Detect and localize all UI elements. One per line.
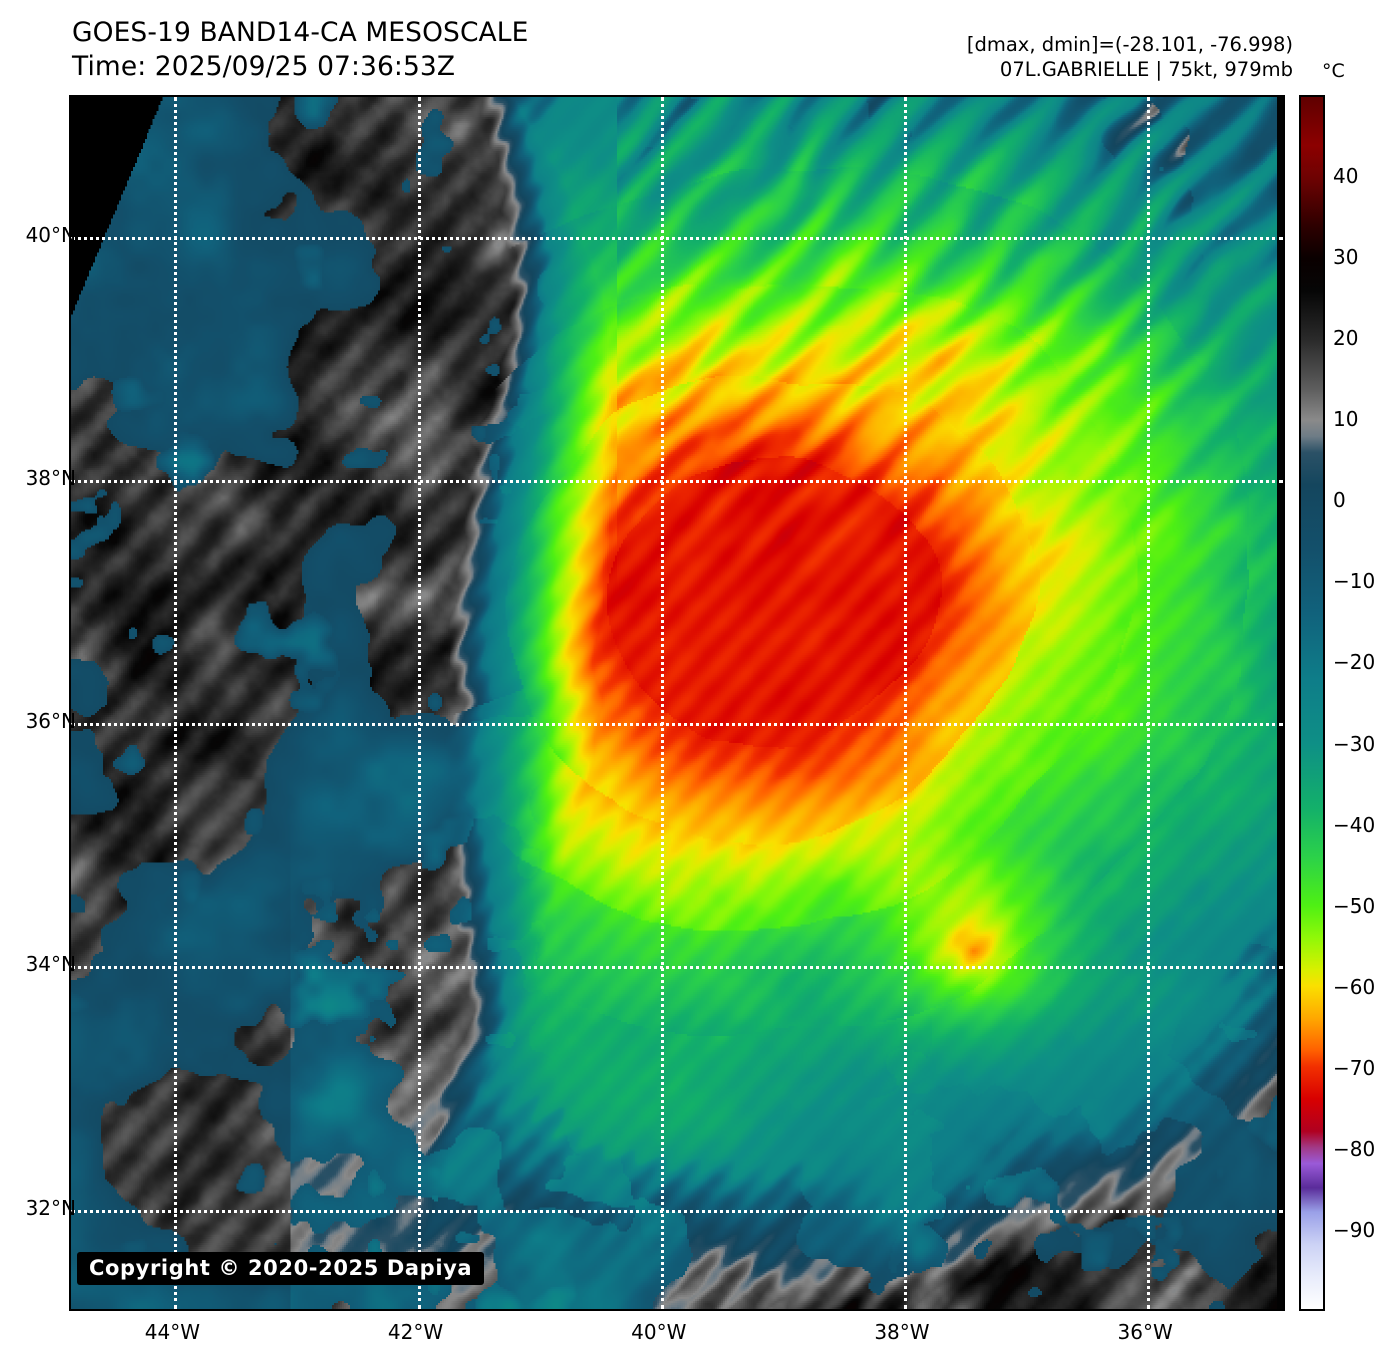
colorbar-tick-label: 0: [1333, 488, 1346, 513]
page-title: GOES-19 BAND14-CA MESOSCALE: [72, 17, 529, 48]
lat-tick-label: 38°N: [25, 466, 76, 491]
storm-info: 07L.GABRIELLE | 75kt, 979mb: [999, 58, 1293, 82]
lon-tick-label: 42°W: [387, 1320, 444, 1344]
lon-tick-label: 38°W: [874, 1320, 930, 1344]
colorbar-tick-label: 20: [1333, 326, 1359, 351]
infrared-satellite-raster: [71, 97, 1283, 1309]
satellite-image-plot[interactable]: Copyright © 2020-2025 Dapiya: [69, 95, 1285, 1311]
colorbar-tick-label: −60: [1333, 974, 1376, 999]
colorbar-tick-label: −80: [1333, 1136, 1376, 1161]
colorbar-tick-label: −40: [1333, 812, 1376, 837]
dmax-dmin-readout: [dmax, dmin]=(-28.101, -76.998): [966, 33, 1293, 56]
lon-tick-label: 44°W: [144, 1320, 200, 1344]
colorbar-tick-label: 30: [1333, 245, 1359, 270]
colorbar-tick-label: −70: [1333, 1055, 1376, 1080]
colorbar-tick-label: −20: [1333, 650, 1376, 675]
colorbar-tick-label: −10: [1333, 569, 1376, 594]
colorbar-unit-label: °C: [1322, 60, 1345, 82]
header-left: GOES-19 BAND14-CA MESOSCALE Time: 2025/0…: [72, 16, 529, 85]
colorbar-tick-label: −30: [1333, 731, 1376, 756]
lat-tick-label: 36°N: [25, 709, 76, 734]
copyright-watermark: Copyright © 2020-2025 Dapiya: [77, 1252, 485, 1285]
lat-tick-label: 40°N: [25, 222, 76, 247]
colorbar-tick-label: −50: [1333, 893, 1376, 918]
colorbar-tick-label: 10: [1333, 407, 1359, 432]
lat-tick-label: 32°N: [25, 1195, 76, 1220]
observation-time: Time: 2025/09/25 07:36:53Z: [72, 51, 456, 83]
colorbar-gradient: [1301, 97, 1323, 1309]
colorbar-tick-label: −90: [1333, 1217, 1376, 1242]
temperature-colorbar[interactable]: [1299, 95, 1325, 1311]
colorbar-tick-label: 40: [1333, 164, 1359, 189]
header-right: [dmax, dmin]=(-28.101, -76.998) 07L.GABR…: [967, 32, 1293, 83]
lat-tick-label: 34°N: [25, 952, 76, 977]
lon-tick-label: 40°W: [631, 1320, 687, 1344]
lon-tick-label: 36°W: [1117, 1320, 1173, 1344]
